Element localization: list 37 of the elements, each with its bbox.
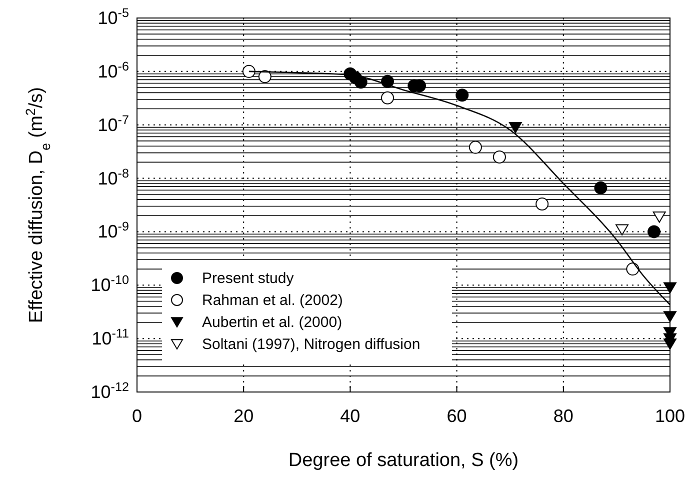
point [626,262,640,276]
point [594,181,608,194]
point [492,150,506,164]
legend-label: Soltani (1997), Nitrogen diffusion [202,336,420,353]
x-tick-label: 0 [132,406,142,426]
point [242,64,256,78]
point [381,74,394,88]
y-tick-label: 10$^{-12}$ [90,380,129,402]
y-tick-label: 10$^{-6}$ [98,59,129,82]
x-tick-label: 60 [446,406,467,426]
y-tick-label: 10$^{-11}$ [92,326,129,349]
point [381,91,394,104]
point [664,311,676,322]
point [258,70,272,84]
legend-label: Present study [202,270,294,287]
point [508,122,522,134]
y-tick-label: 10$^{-7}$ [98,112,129,135]
point [536,198,549,211]
x-tick-label: 40 [340,406,360,426]
point [652,212,666,223]
legend-label: Rahman et al. (2002) [202,292,343,309]
y-tick-label: 10$^{-10}$ [90,273,129,296]
y-tick-label: 10$^{-5}$ [98,6,129,28]
y-tick-label: 10$^{-9}$ [98,220,129,242]
point [616,224,629,236]
x-tick-label: 20 [234,406,254,426]
point [664,282,676,294]
point [468,140,482,154]
x-tick-label: 80 [553,406,574,426]
point [648,225,661,238]
legend-label: Aubertin et al. (2000) [202,314,342,331]
point [354,76,368,89]
point [664,338,676,350]
y-tick-label: 10$^{-8}$ [98,166,129,188]
x-axis-title: Degree of saturation, S (%) [288,450,519,471]
point [456,88,469,102]
x-tick-label: 100 [654,406,686,426]
